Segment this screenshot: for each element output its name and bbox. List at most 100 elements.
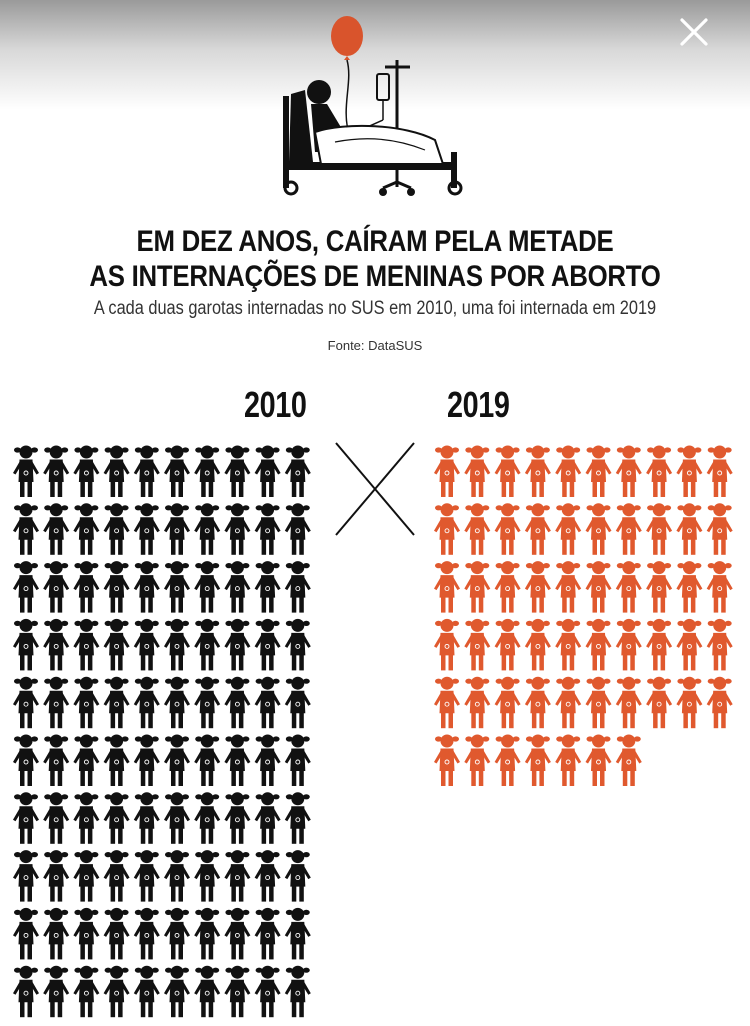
- girl-icon-2019-10: [706, 445, 734, 498]
- girl-icon-2010-87: [193, 907, 221, 960]
- girl-icon-2010-51: [12, 734, 40, 787]
- girl-icon-2019-2: [463, 445, 491, 498]
- girl-icon-2019-55: [554, 734, 582, 787]
- girl-icon-2019-6: [585, 445, 612, 498]
- girl-icon-2010-3: [72, 445, 100, 498]
- girl-icon-2010-6: [163, 445, 191, 498]
- girl-icon-2010-46: [163, 676, 191, 729]
- girl-icon-2010-39: [254, 618, 282, 671]
- girl-icon-2010-31: [12, 618, 40, 671]
- girl-icon-2019-38: [645, 618, 673, 671]
- year-label-2010: 2010: [244, 384, 307, 425]
- page-title: EM DEZ ANOS, CAÍRAM PELA METADE AS INTER…: [53, 224, 698, 294]
- title-line-2: AS INTERNAÇÕES DE MENINAS POR ABORTO: [89, 260, 661, 293]
- girl-icon-2010-26: [163, 560, 191, 614]
- top-shade: [0, 0, 750, 110]
- close-icon[interactable]: [674, 12, 714, 52]
- girl-icon-2010-65: [133, 791, 161, 845]
- girl-icon-2010-28: [223, 560, 251, 614]
- girl-icon-2019-37: [615, 618, 643, 671]
- girl-icon-2019-32: [463, 618, 491, 671]
- title-line-1: EM DEZ ANOS, CAÍRAM PELA METADE: [136, 225, 614, 258]
- girl-icon-2010-100: [284, 965, 312, 1018]
- girl-icon-2010-78: [223, 849, 251, 903]
- girl-icon-2010-70: [284, 791, 312, 845]
- girl-icon-2019-53: [494, 734, 522, 787]
- girl-icon-2019-21: [433, 560, 461, 614]
- girl-icon-2010-25: [133, 560, 161, 614]
- girl-icon-2010-2: [42, 445, 70, 498]
- girl-icon-2019-24: [524, 560, 552, 614]
- girl-icon-2010-98: [223, 965, 251, 1018]
- girl-icon-2010-93: [72, 965, 100, 1018]
- girl-icon-2019-1: [433, 445, 461, 498]
- girl-icon-2019-39: [675, 618, 703, 671]
- girl-icon-2010-19: [254, 502, 282, 556]
- girl-icon-2019-47: [615, 676, 643, 729]
- girl-icon-2010-84: [103, 907, 131, 960]
- girl-icon-2010-62: [42, 791, 70, 845]
- girl-icon-2019-25: [554, 560, 582, 614]
- girl-icon-2010-67: [193, 791, 221, 845]
- balloon-icon: [331, 16, 363, 56]
- girl-icon-2010-96: [163, 965, 191, 1018]
- girl-icon-2010-89: [254, 907, 282, 960]
- girl-icon-2010-54: [103, 734, 131, 787]
- girl-icon-2010-63: [72, 791, 100, 845]
- girl-icon-2019-46: [585, 676, 612, 729]
- girl-icon-2010-34: [103, 618, 131, 671]
- girl-icon-2019-19: [675, 502, 703, 556]
- girl-icon-2019-50: [706, 676, 734, 729]
- girl-icon-2019-13: [494, 502, 522, 556]
- girl-icon-2019-17: [615, 502, 643, 556]
- girl-icon-2019-3: [494, 445, 522, 498]
- girl-icon-2010-4: [103, 445, 131, 498]
- girl-icon-2010-12: [42, 502, 70, 556]
- girl-icon-2010-8: [223, 445, 251, 498]
- girl-icon-2010-27: [193, 560, 221, 614]
- girl-icon-2010-68: [223, 791, 251, 845]
- girl-icon-2010-56: [163, 734, 191, 787]
- girl-icon-2010-10: [284, 445, 312, 498]
- girl-icon-2010-97: [193, 965, 221, 1018]
- girl-icon-2019-40: [706, 618, 734, 671]
- girl-icon-2010-53: [72, 734, 100, 787]
- girl-icon-2019-36: [585, 618, 612, 671]
- girl-icon-2010-15: [133, 502, 161, 556]
- girl-icon-2019-22: [463, 560, 491, 614]
- girl-icon-2010-81: [12, 907, 40, 960]
- girl-icon-2019-4: [524, 445, 552, 498]
- girl-icon-2010-76: [163, 849, 191, 903]
- girl-icon-2010-36: [163, 618, 191, 671]
- girl-icon-2010-14: [103, 502, 131, 556]
- girl-icon-2010-30: [284, 560, 312, 614]
- girl-icon-2010-38: [223, 618, 251, 671]
- girl-icon-2010-32: [42, 618, 70, 671]
- girl-icon-2019-41: [433, 676, 461, 729]
- girl-icon-2010-86: [163, 907, 191, 960]
- girl-icon-2019-33: [494, 618, 522, 671]
- girl-icon-2010-95: [133, 965, 161, 1018]
- girl-icon-2019-7: [615, 445, 643, 498]
- girl-icon-2019-52: [463, 734, 491, 787]
- girl-icon-2019-9: [675, 445, 703, 498]
- year-label-2019: 2019: [447, 384, 510, 425]
- girl-icon-2010-79: [254, 849, 282, 903]
- girl-icon-2019-31: [433, 618, 461, 671]
- girl-icon-2019-29: [675, 560, 703, 614]
- girl-icon-2010-66: [163, 791, 191, 845]
- girl-icon-2010-40: [284, 618, 312, 671]
- girl-icon-2010-74: [103, 849, 131, 903]
- girl-icon-2010-5: [133, 445, 161, 498]
- girl-icon-2010-71: [12, 849, 40, 903]
- girl-icon-2010-21: [12, 560, 40, 614]
- girl-icon-2019-8: [645, 445, 673, 498]
- girl-icon-2010-29: [254, 560, 282, 614]
- girl-icon-2019-35: [554, 618, 582, 671]
- girl-icon-2010-16: [163, 502, 191, 556]
- girl-icon-2019-16: [585, 502, 612, 556]
- girl-icon-2010-47: [193, 676, 221, 729]
- girl-icon-2019-48: [645, 676, 673, 729]
- girl-icon-2010-72: [42, 849, 70, 903]
- girl-icon-2010-94: [103, 965, 131, 1018]
